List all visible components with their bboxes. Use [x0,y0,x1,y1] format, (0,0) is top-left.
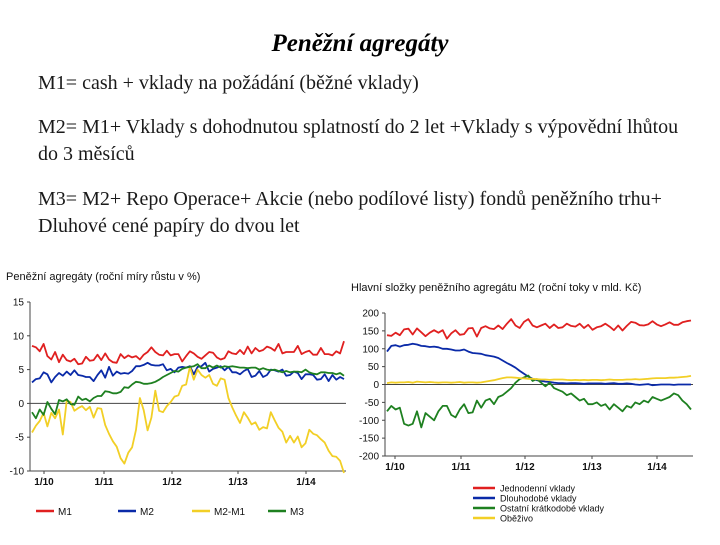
chart1-svg: 15 10 5 0 -5 -10 1/10 1/11 1/12 1/13 1/14 M1 M2 M2-M1… [10,298,346,518]
chart2-x-tick-label: 1/13 [582,462,602,473]
chart1-series-line [31,340,345,366]
growth-rates-chart: Peněžní agregáty (roční míry růstu v %) … [0,268,350,540]
chart2-x-tick-label: 1/14 [647,462,667,473]
chart1-y-tick-label: -10 [10,467,25,478]
chart1-y-tick-label: 0 [18,399,24,410]
chart1-x-tick-label: 1/14 [296,477,316,488]
chart1-legend-label: M1 [58,507,72,518]
definition-m2: M2= M1+ Vklady s dohodnutou splatností d… [38,116,679,165]
chart2-y-tick-label: 100 [362,344,379,355]
chart2-y-tick-label: 150 [362,326,379,337]
chart2-series-line [386,375,692,384]
chart1-y-tick-label: 5 [18,365,24,376]
chart2-legend-label: Oběživo [500,514,533,524]
chart2-legend-label: Dlouhodobé vklady [500,494,577,504]
chart2-x-tick-label: 1/11 [452,462,471,473]
chart1-legend-label: M2-M1 [214,507,246,518]
chart1-x-tick-label: 1/12 [162,477,182,488]
chart1-series-line [31,363,345,420]
chart1-x-tick-label: 1/13 [228,477,248,488]
chart1-x-tick-label: 1/11 [95,477,114,488]
slide-title: Peněžní agregáty [271,30,449,57]
chart2-y-tick-label: -50 [365,398,380,409]
chart2-title: Hlavní složky peněžního agregátu M2 (roč… [351,282,642,294]
chart2-y-tick-label: 50 [368,362,380,373]
chart1-title: Peněžní agregáty (roční míry růstu v %) [6,271,201,283]
chart1-y-tick-label: 10 [13,331,25,342]
chart2-series-line [386,318,692,340]
chart2-x-tick-label: 1/12 [515,462,535,473]
m2-components-chart: Hlavní složky peněžního agregátu M2 (roč… [347,275,720,540]
definition-m1: M1= cash + vklady na požádání (běžné vkl… [38,72,419,94]
chart1-series-line [31,366,345,474]
chart2-y-tick-label: -150 [359,434,379,445]
chart2-y-tick-label: 200 [362,309,379,320]
chart2-svg: 200 150 100 50 0 -50 -100 -150 -200 1/10 1/11 1/12 1… [359,309,693,524]
chart1-legend-label: M2 [140,507,154,518]
chart2-series-line [386,374,692,429]
chart1-y-tick-label: -5 [15,433,24,444]
chart2-legend-label: Ostatní krátkodobé vklady [500,504,605,514]
chart2-y-tick-label: 0 [373,380,379,391]
chart1-y-tick-label: 15 [13,298,25,309]
chart2-y-tick-label: -100 [359,416,379,427]
chart1-legend-label: M3 [290,507,304,518]
chart1-x-tick-label: 1/10 [34,477,54,488]
definition-m3: M3= M2+ Repo Operace+ Akcie (nebo podílo… [38,188,662,237]
chart2-y-tick-label: -200 [359,452,379,463]
chart2-x-tick-label: 1/10 [385,462,405,473]
chart2-legend-label: Jednodenní vklady [500,484,576,494]
